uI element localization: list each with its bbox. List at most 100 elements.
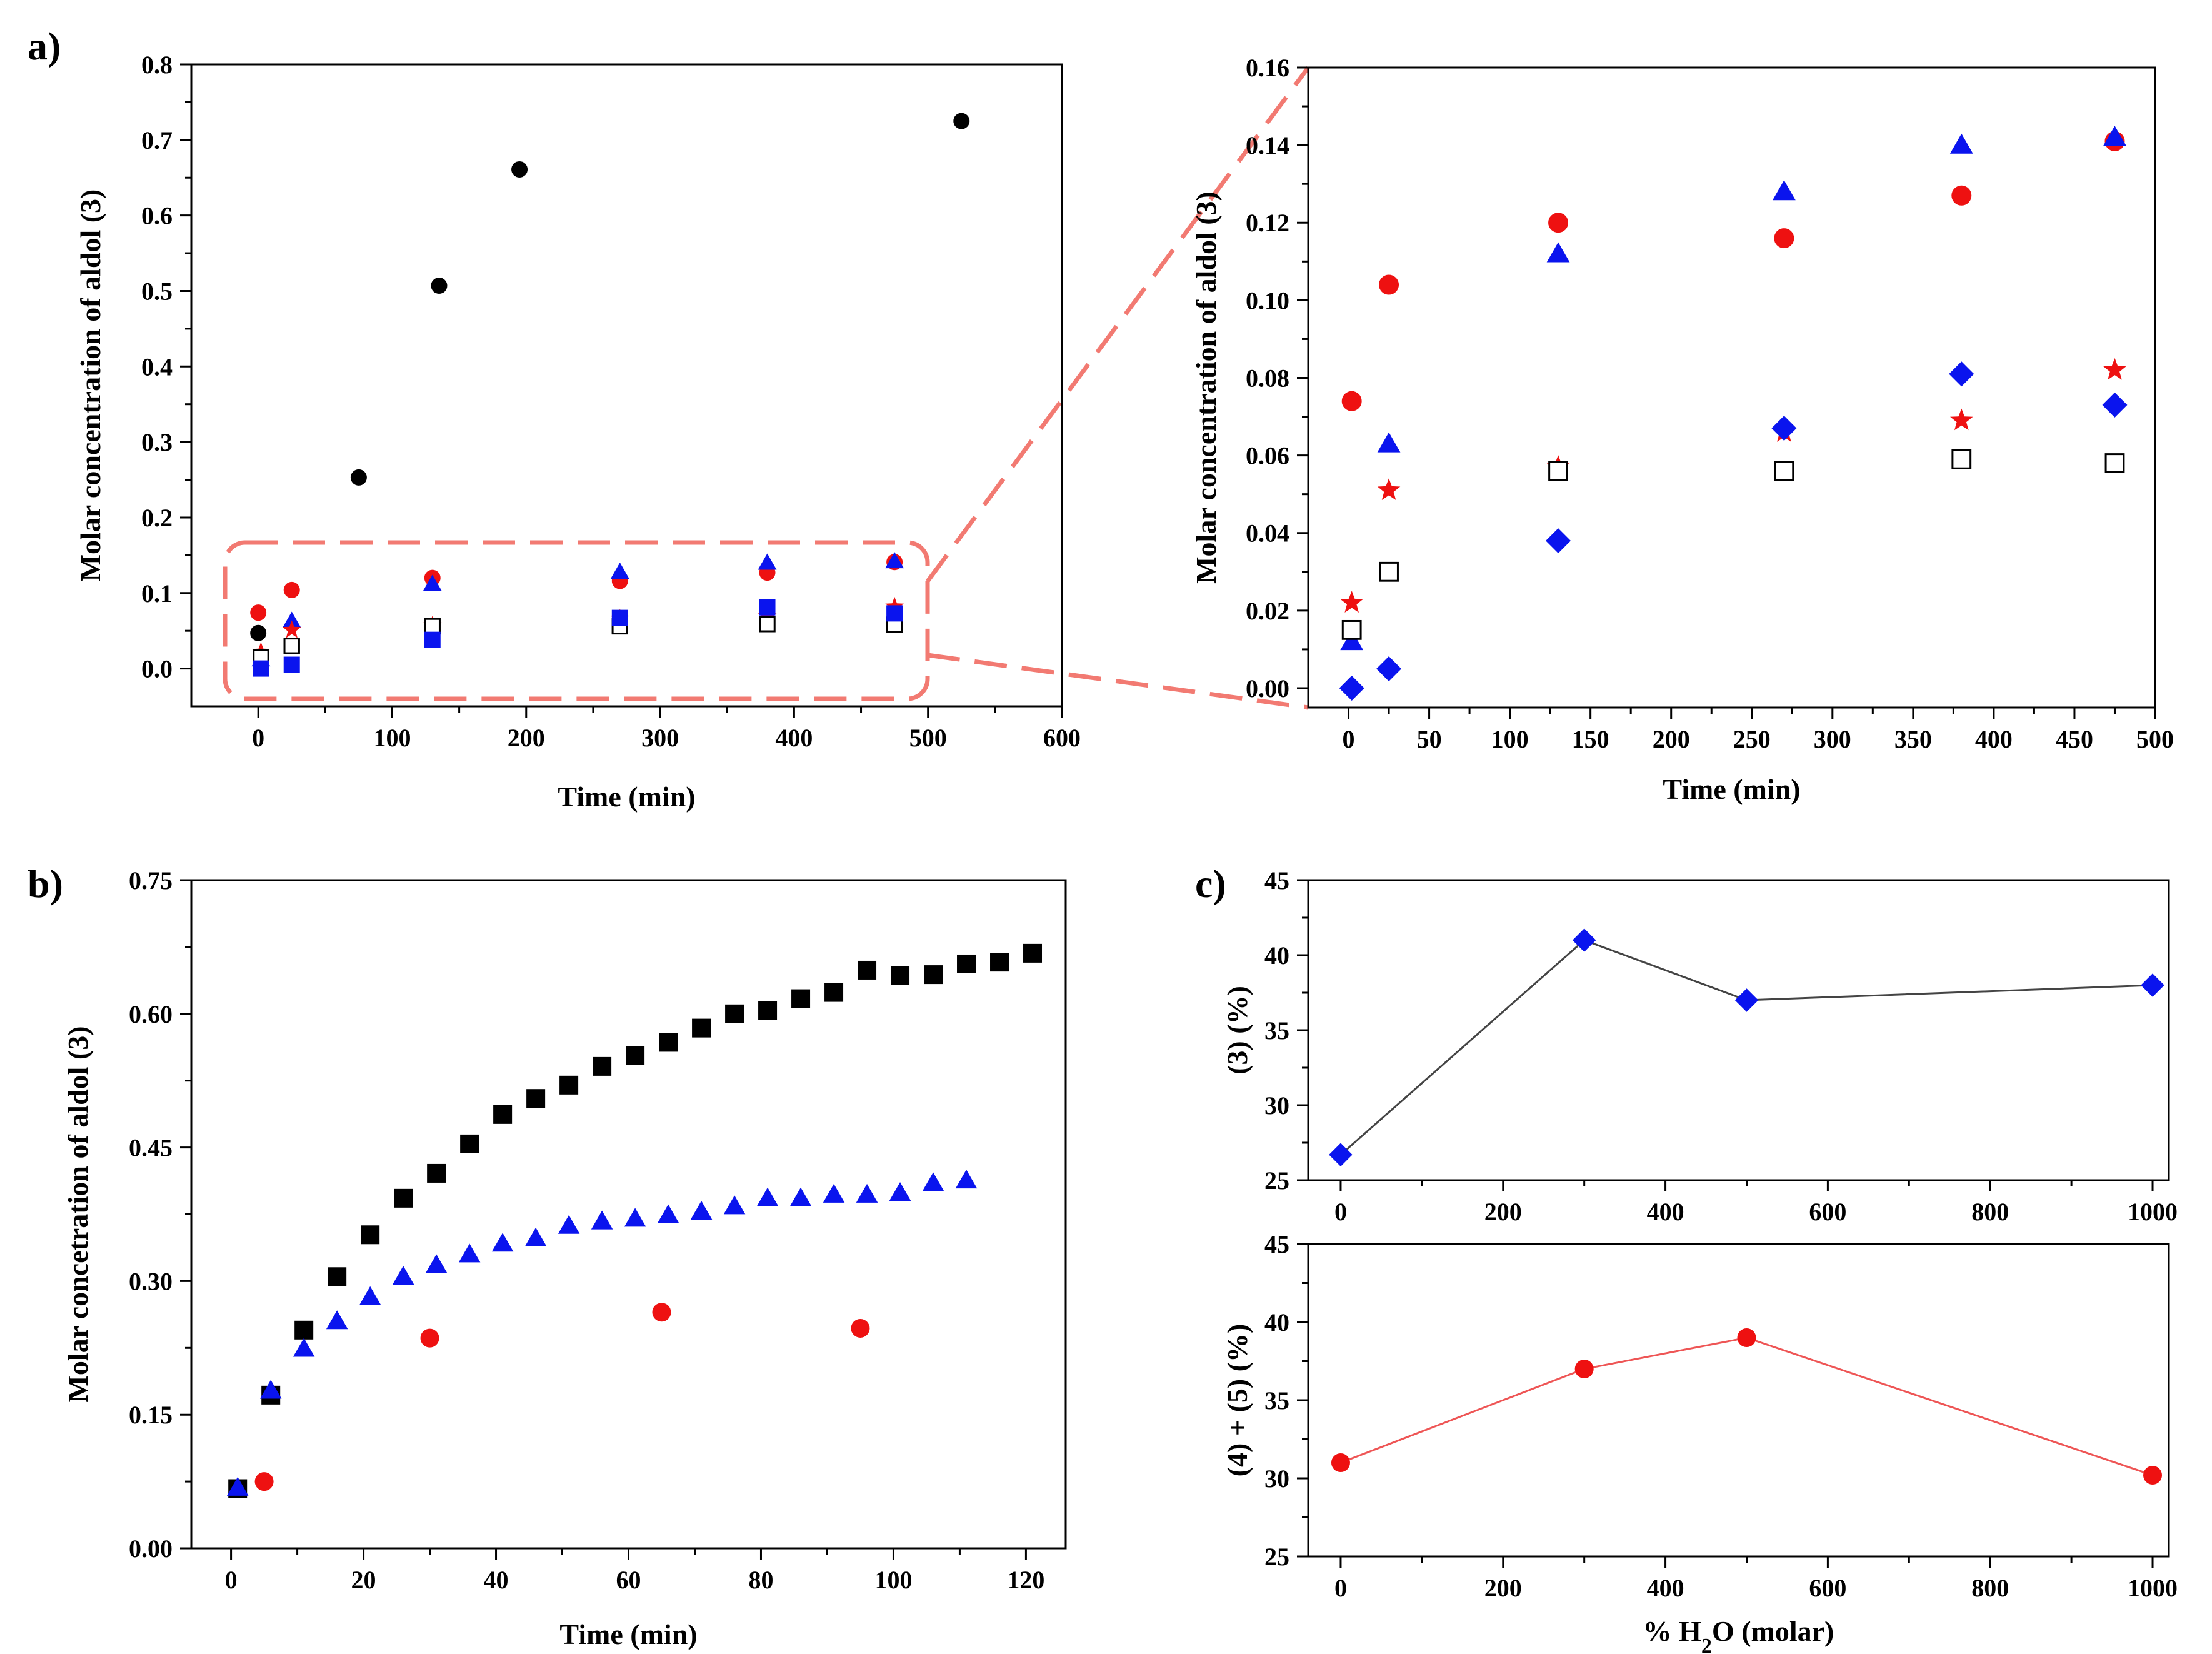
y-tick-label: 0.1 (141, 579, 173, 608)
data-point (250, 624, 267, 641)
data-point (253, 660, 269, 677)
x-tick-label: 600 (1809, 1198, 1846, 1226)
chart-a-main: 0 100 200 300 400 500 600 0.0 0.1 0.2 0.3 0.4 0.5 0.6… (74, 51, 1081, 813)
data-point (1546, 528, 1571, 554)
data-point (611, 609, 628, 626)
data-point (990, 953, 1009, 972)
x-tick-label: 200 (1484, 1198, 1522, 1226)
y-tick-label: 30 (1264, 1465, 1289, 1493)
data-point (1329, 1143, 1353, 1166)
y-tick-label: 0.2 (141, 504, 173, 532)
x-tick-label: 0 (225, 1566, 238, 1594)
data-point (856, 1183, 878, 1203)
data-point (2104, 453, 2125, 473)
data-point (283, 656, 300, 673)
data-point (756, 1187, 779, 1206)
x-tick-label: 500 (2136, 725, 2174, 753)
data-point (294, 1320, 314, 1340)
data-point (891, 966, 910, 985)
data-point (858, 960, 877, 980)
data-point (659, 1033, 678, 1052)
data-point (559, 1075, 579, 1095)
y-tick-label: 0.3 (141, 428, 173, 456)
x-tick-label: 0 (1334, 1574, 1347, 1602)
x-tick-label: 20 (351, 1566, 376, 1594)
x-tick-label: 600 (1043, 724, 1081, 752)
data-point (1379, 274, 1399, 295)
y-tick-label: 30 (1264, 1091, 1289, 1120)
data-point (886, 605, 903, 622)
y-tick-label: 0.00 (129, 1535, 173, 1563)
data-point (250, 604, 267, 621)
data-point (953, 113, 970, 129)
x-tick-label: 120 (1007, 1566, 1044, 1594)
x-tick-label: 400 (775, 724, 813, 752)
y-tick-label: 0.02 (1246, 597, 1289, 625)
data-point (652, 1303, 671, 1322)
data-point (1377, 432, 1401, 453)
y-tick-label: 0.00 (1246, 674, 1289, 703)
data-point (259, 1380, 282, 1399)
data-point (392, 1266, 414, 1285)
y-axis-title: (3) (%) (1221, 986, 1253, 1075)
x-tick-label: 100 (1491, 725, 1529, 753)
data-point (1774, 461, 1794, 481)
chart-c-top: 0 200 400 600 800 1000 25 30 35 40 45 (3) (%) (1221, 866, 2178, 1226)
y-tick-label: 0.45 (129, 1134, 173, 1162)
x-tick-label: 80 (748, 1566, 773, 1594)
y-tick-label: 0.6 (141, 202, 173, 230)
x-tick-label: 200 (1484, 1574, 1522, 1602)
y-axis-title: Molar concentration of aldol (3) (1190, 191, 1222, 584)
data-point (1574, 1360, 1594, 1378)
x-tick-label: 0 (252, 724, 264, 752)
data-point (420, 1328, 439, 1348)
data-point (282, 620, 301, 638)
data-point (1341, 391, 1362, 411)
data-point (1949, 133, 1973, 154)
data-point (1023, 943, 1043, 963)
x-tick-label: 200 (1653, 725, 1690, 753)
x-tick-label: 1000 (2128, 1198, 2178, 1226)
data-point (610, 562, 629, 579)
data-point (491, 1233, 514, 1252)
data-point (423, 574, 442, 591)
data-point (511, 161, 528, 178)
y-tick-label: 0.7 (141, 126, 173, 154)
data-point (692, 1018, 711, 1038)
data-point (924, 965, 943, 985)
y-tick-label: 0.08 (1246, 364, 1289, 392)
x-tick-label: 450 (2056, 725, 2093, 753)
y-tick-label: 25 (1264, 1543, 1289, 1571)
y-axis-title: (4) + (5) (%) (1221, 1324, 1253, 1477)
zoom-region-box (223, 540, 930, 701)
data-point (1377, 478, 1401, 500)
x-tick-label: 350 (1894, 725, 1932, 753)
data-point (758, 553, 777, 570)
data-point (293, 1338, 315, 1357)
data-point (1949, 361, 1974, 387)
x-tick-label: 300 (1814, 725, 1851, 753)
plot-frame (1307, 879, 2170, 1181)
data-point (1339, 675, 1364, 701)
x-tick-label: 400 (1975, 725, 2013, 753)
y-tick-label: 0.06 (1246, 442, 1289, 470)
series-line (1339, 939, 2153, 1156)
data-point (460, 1134, 479, 1153)
data-point (431, 278, 448, 294)
data-point (759, 616, 776, 633)
y-tick-label: 0.12 (1246, 209, 1289, 237)
x-axis-title: Time (min) (558, 781, 695, 813)
chart-c-bottom: 0 200 400 600 800 1000 25 30 35 40 45 % H2O (molar)… (1221, 1230, 2178, 1654)
data-point (1340, 630, 1364, 651)
data-point (957, 954, 976, 973)
data-point (350, 469, 367, 486)
data-point (2103, 358, 2126, 380)
y-tick-label: 0.75 (129, 866, 173, 895)
data-point (458, 1243, 481, 1263)
plot-frame (1307, 1243, 2170, 1558)
y-tick-label: 0.15 (129, 1401, 173, 1429)
x-tick-label: 500 (909, 724, 947, 752)
panel-label-b: b) (28, 861, 63, 906)
data-point (1379, 561, 1399, 582)
